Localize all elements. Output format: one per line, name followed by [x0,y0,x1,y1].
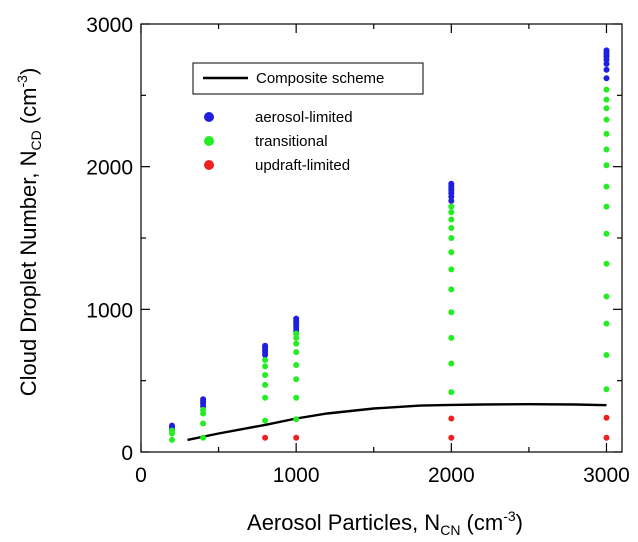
point-transitional [603,230,610,237]
point-updraft-limited [448,415,455,422]
point-transitional [603,183,610,190]
point-transitional [293,394,300,401]
point-transitional [603,105,610,112]
y-tick-label: 2000 [86,157,133,180]
point-aerosol-limited [603,66,610,73]
legend-marker-aerosol-limited [204,112,214,122]
point-transitional [200,406,207,413]
point-transitional [603,203,610,210]
point-transitional [603,116,610,123]
point-transitional [603,86,610,93]
point-transitional [262,372,269,378]
point-transitional [200,434,207,441]
point-updraft-limited [603,434,610,441]
point-transitional [262,381,269,388]
point-transitional [169,436,175,443]
composite-scheme-line [187,402,607,442]
x-tick-label: 1000 [273,464,320,487]
point-transitional [603,320,610,327]
point-updraft-limited [262,434,269,441]
legend-label-aerosol-limited: aerosol-limited [255,109,353,126]
point-transitional [603,162,610,169]
point-transitional [293,416,300,423]
point-transitional [293,330,300,337]
y-axis-title: Cloud Droplet Number, NCD (cm-3) [14,68,44,397]
point-transitional [448,266,455,273]
point-transitional [262,357,269,363]
point-transitional [448,225,455,231]
point-transitional [603,130,610,137]
point-aerosol-limited [262,342,269,349]
point-transitional [262,363,269,370]
point-transitional [293,349,300,356]
point-updraft-limited [293,434,300,441]
point-transitional [169,427,175,434]
point-transitional [293,362,300,368]
point-aerosol-limited [169,422,175,429]
y-tick-label: 3000 [86,14,133,37]
point-transitional [448,389,455,396]
point-transitional [293,376,300,383]
data-layer [169,47,610,443]
point-aerosol-limited [603,75,610,82]
y-tick-label: 1000 [86,299,133,322]
point-transitional [603,260,610,267]
point-aerosol-limited [200,396,207,403]
point-transitional [448,309,455,316]
axes-layer: 0 1000 2000 3000 0 1000 2000 3000 [86,14,630,487]
legend-label-composite: Composite scheme [256,70,384,87]
point-aerosol-limited [603,47,610,54]
point-transitional [293,334,300,341]
point-updraft-limited [603,414,610,421]
point-transitional [448,286,455,293]
point-updraft-limited [448,434,455,441]
point-transitional [448,209,455,216]
y-tick-label: 0 [121,442,133,465]
legend-marker-transitional [204,136,214,146]
point-transitional [262,417,269,424]
legend-label-updraft-limited: updraft-limited [255,157,350,174]
point-transitional [603,146,610,153]
x-tick-label: 0 [135,464,147,487]
x-tick-label: 2000 [428,464,475,487]
point-aerosol-limited [293,315,300,322]
point-transitional [448,249,455,256]
point-transitional [603,352,610,358]
point-transitional [448,334,455,341]
point-transitional [200,420,207,427]
point-aerosol-limited [448,180,455,187]
point-transitional [262,394,269,401]
point-transitional [603,386,610,393]
point-aerosol-limited [448,197,455,204]
x-tick-label: 3000 [583,464,630,487]
point-transitional [293,340,300,347]
point-transitional [448,235,455,241]
legend-marker-updraft-limited [204,160,214,170]
point-transitional [448,216,455,223]
point-transitional [603,96,610,103]
x-axis-title: Aerosol Particles, NCN (cm-3) [247,508,523,538]
legend: Composite scheme aerosol-limited transit… [192,62,424,174]
point-transitional [603,293,610,300]
legend-label-transitional: transitional [255,133,328,150]
point-transitional [448,360,455,367]
point-transitional [448,203,455,210]
point-aerosol-limited [603,60,610,67]
